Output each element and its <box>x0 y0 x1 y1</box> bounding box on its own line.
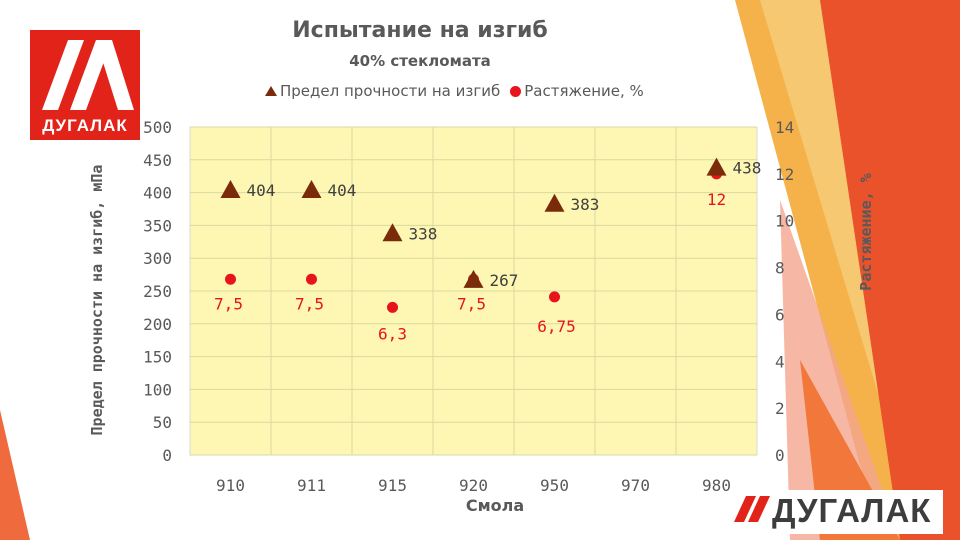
y-right-tick-label: 8 <box>775 259 785 278</box>
y-right-tick-label: 6 <box>775 305 785 324</box>
circle-marker-icon <box>510 85 522 97</box>
data-label-strength: 338 <box>409 224 438 243</box>
data-label-strength: 383 <box>571 195 600 214</box>
legend-label-elongation: Растяжение, % <box>524 82 644 100</box>
x-tick-label: 910 <box>216 476 245 495</box>
deco-panel-pink <box>780 200 900 540</box>
deco-left-triangle <box>0 410 30 540</box>
data-label-elongation: 7,5 <box>214 294 243 313</box>
x-tick-label: 915 <box>378 476 407 495</box>
y-right-tick-label: 12 <box>775 165 794 184</box>
data-label-elongation: 6,3 <box>378 324 407 343</box>
logo-top <box>30 30 140 140</box>
y-left-tick-label: 300 <box>143 249 172 268</box>
data-point-strength <box>382 223 403 242</box>
data-point-strength <box>544 193 565 212</box>
y-left-tick-label: 400 <box>143 184 172 203</box>
data-point-elongation <box>225 273 236 285</box>
legend-item-strength: Предел прочности на изгиб <box>265 82 500 100</box>
y-right-tick-label: 2 <box>775 399 785 418</box>
legend-item-elongation: Растяжение, % <box>510 82 644 100</box>
y-left-tick-label: 250 <box>143 282 172 301</box>
y-left-tick-label: 50 <box>153 413 172 432</box>
deco-panel-red <box>820 0 960 540</box>
legend-label-strength: Предел прочности на изгиб <box>280 82 501 100</box>
y-left-tick-label: 350 <box>143 216 172 235</box>
triangle-marker-icon <box>265 86 277 96</box>
x-tick-label: 950 <box>540 476 569 495</box>
data-label-strength: 438 <box>733 159 762 178</box>
x-tick-label: 970 <box>621 476 650 495</box>
logo-bottom-text: ДУГАЛАК <box>772 492 932 529</box>
y-right-tick-label: 4 <box>775 352 785 371</box>
data-point-elongation <box>549 291 560 303</box>
x-tick-label: 911 <box>297 476 326 495</box>
data-point-elongation <box>387 301 398 313</box>
y-left-tick-label: 500 <box>143 118 172 137</box>
data-label-strength: 404 <box>247 181 276 200</box>
data-point-strength <box>706 157 727 176</box>
y-left-tick-label: 150 <box>143 348 172 367</box>
data-label-strength: 267 <box>490 271 519 290</box>
y-right-tick-label: 14 <box>775 118 794 137</box>
y-left-tick-label: 0 <box>162 446 172 465</box>
chart-title: Испытание на изгиб <box>292 18 548 43</box>
y-right-tick-label: 10 <box>775 212 794 231</box>
legend: Предел прочности на изгиб Растяжение, % <box>265 82 644 100</box>
y-left-tick-label: 200 <box>143 315 172 334</box>
deco-panel-light <box>760 0 880 400</box>
y-right-tick-label: 0 <box>775 446 785 465</box>
logo-bottom <box>728 490 943 534</box>
x-tick-label: 920 <box>459 476 488 495</box>
x-axis-label: Смола <box>465 496 525 515</box>
logo-top-text: ДУГАЛАК <box>42 116 128 135</box>
chart-subtitle: 40% стекломата <box>349 52 491 70</box>
x-tick-label: 980 <box>702 476 731 495</box>
data-label-elongation: 7,5 <box>457 294 486 313</box>
data-point-elongation <box>306 273 317 285</box>
data-point-strength <box>301 179 322 198</box>
data-point-strength <box>220 179 241 198</box>
data-label-strength: 404 <box>328 181 357 200</box>
data-label-elongation: 12 <box>707 190 726 209</box>
y-left-tick-label: 450 <box>143 151 172 170</box>
data-label-elongation: 6,75 <box>537 317 576 336</box>
data-label-elongation: 7,5 <box>295 294 324 313</box>
y-left-tick-label: 100 <box>143 380 172 399</box>
data-point-strength <box>463 269 484 288</box>
